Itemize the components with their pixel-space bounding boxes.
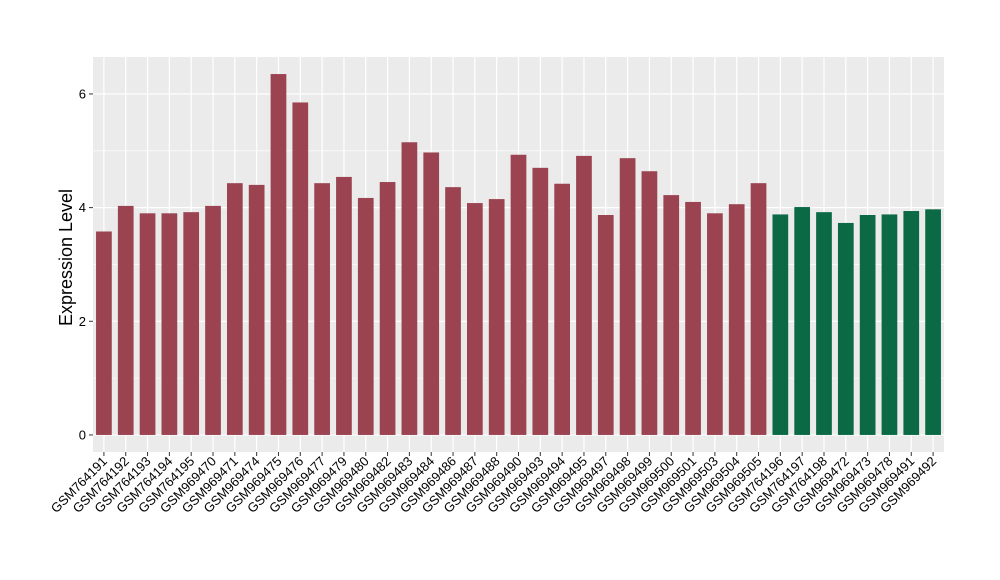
bar-gsm969500 bbox=[663, 195, 680, 435]
bar-gsm764197 bbox=[794, 207, 811, 435]
bar-gsm969478 bbox=[881, 214, 898, 435]
bar-gsm969487 bbox=[467, 203, 483, 435]
bar-gsm764191 bbox=[96, 231, 112, 435]
bar-gsm969484 bbox=[423, 152, 440, 435]
bar-gsm969488 bbox=[488, 199, 505, 435]
bar-gsm969492 bbox=[925, 209, 941, 435]
bar-gsm969480 bbox=[357, 197, 374, 435]
bar-gsm969493 bbox=[532, 167, 549, 435]
bar-gsm969476 bbox=[292, 102, 309, 435]
bar-gsm969490 bbox=[510, 154, 527, 435]
bar-gsm969474 bbox=[248, 184, 265, 435]
bar-gsm969475 bbox=[270, 74, 287, 435]
bar-gsm969470 bbox=[205, 205, 221, 435]
y-axis: 0 2 4 6 bbox=[79, 86, 93, 442]
bar-gsm764196 bbox=[772, 214, 789, 435]
bar-gsm969483 bbox=[401, 142, 418, 435]
bar-gsm969504 bbox=[728, 204, 745, 435]
x-axis: GSM764191GSM764192GSM764193GSM764194GSM7… bbox=[48, 452, 939, 516]
y-axis-title: Expression Level bbox=[56, 189, 76, 326]
bar-gsm969505 bbox=[750, 183, 767, 435]
bar-gsm969494 bbox=[554, 183, 570, 435]
bar-gsm764194 bbox=[161, 213, 178, 435]
y-tick-label: 6 bbox=[79, 86, 86, 101]
y-tick-label: 2 bbox=[79, 314, 86, 329]
bar-gsm969491 bbox=[903, 211, 920, 435]
bar-gsm969503 bbox=[707, 213, 723, 435]
bar-gsm969472 bbox=[837, 222, 854, 435]
bar-gsm969482 bbox=[379, 182, 396, 435]
bar-gsm764192 bbox=[117, 205, 134, 435]
bar-gsm764198 bbox=[816, 212, 832, 435]
bar-gsm969471 bbox=[226, 183, 243, 435]
bars bbox=[96, 74, 941, 435]
bar-gsm764193 bbox=[139, 213, 156, 435]
bar-gsm969498 bbox=[619, 158, 636, 435]
bar-gsm969501 bbox=[685, 201, 701, 435]
y-tick-label: 0 bbox=[79, 427, 86, 442]
bar-gsm969473 bbox=[859, 215, 876, 435]
bar-gsm969497 bbox=[597, 215, 614, 435]
bar-gsm764195 bbox=[183, 212, 200, 435]
bar-gsm969479 bbox=[336, 176, 352, 435]
y-tick-label: 4 bbox=[79, 200, 86, 215]
bar-gsm969477 bbox=[314, 183, 330, 435]
bar-gsm969486 bbox=[445, 187, 461, 435]
bar-gsm969495 bbox=[576, 155, 592, 435]
bar-gsm969499 bbox=[641, 171, 658, 435]
